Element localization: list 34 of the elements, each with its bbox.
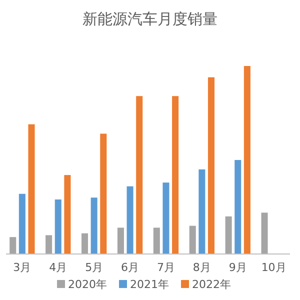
legend-label: 2020年	[68, 278, 107, 291]
x-tick-label: 5月	[85, 261, 104, 274]
bar	[117, 228, 124, 254]
legend-label: 2021年	[130, 278, 169, 291]
x-tick-label: 8月	[192, 261, 211, 274]
bar	[54, 199, 62, 254]
x-tick-label: 10月	[261, 261, 286, 274]
bar	[28, 124, 35, 254]
bar	[46, 235, 52, 254]
bar	[244, 66, 250, 254]
chart-title: 新能源汽车月度销量	[82, 10, 218, 28]
bar	[234, 160, 242, 254]
x-tick-label: 9月	[228, 261, 247, 274]
bar	[10, 237, 16, 254]
x-tick-label: 3月	[13, 261, 32, 274]
bar	[208, 77, 215, 254]
x-tick-label: 4月	[49, 261, 68, 274]
bar	[225, 216, 232, 254]
bar	[18, 194, 26, 254]
bar	[153, 228, 160, 254]
bar	[90, 198, 98, 254]
bar	[100, 134, 107, 254]
legend-label: 2022年	[192, 278, 231, 291]
bar	[81, 233, 88, 254]
bar	[172, 96, 179, 254]
x-tick-label: 6月	[121, 261, 140, 274]
bar	[126, 186, 134, 254]
bar	[136, 96, 143, 254]
bar	[261, 212, 268, 254]
bar	[162, 182, 170, 254]
bar	[64, 175, 71, 254]
x-tick-label: 7月	[156, 261, 175, 274]
bar	[198, 169, 206, 254]
bar	[189, 226, 196, 254]
